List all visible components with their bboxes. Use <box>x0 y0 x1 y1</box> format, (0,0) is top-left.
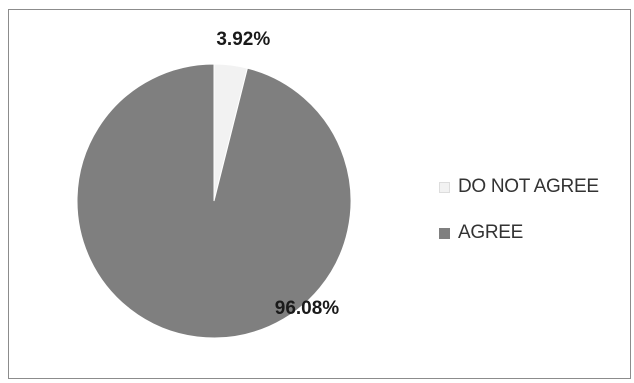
legend-label-agree: AGREE <box>458 222 524 243</box>
legend-item-do-not-agree: DO NOT AGREE <box>439 175 599 199</box>
data-label-do-not-agree: 3.92% <box>216 29 270 50</box>
legend-label-do-not-agree: DO NOT AGREE <box>458 176 599 197</box>
pie-slice-agree <box>76 63 352 339</box>
pie-chart: 3.92% 96.08% <box>76 29 352 339</box>
pie-data-labels: 3.92% 96.08% <box>216 29 339 319</box>
legend-swatch-agree <box>439 227 450 239</box>
chart-area: 3.92% 96.08% DO NOT AGREE AGREE <box>8 9 631 379</box>
legend-swatch-do-not-agree <box>439 181 450 193</box>
data-label-agree: 96.08% <box>275 298 340 319</box>
legend-item-agree: AGREE <box>439 221 599 245</box>
legend: DO NOT AGREE AGREE <box>439 175 599 267</box>
pie-slices <box>76 63 352 339</box>
